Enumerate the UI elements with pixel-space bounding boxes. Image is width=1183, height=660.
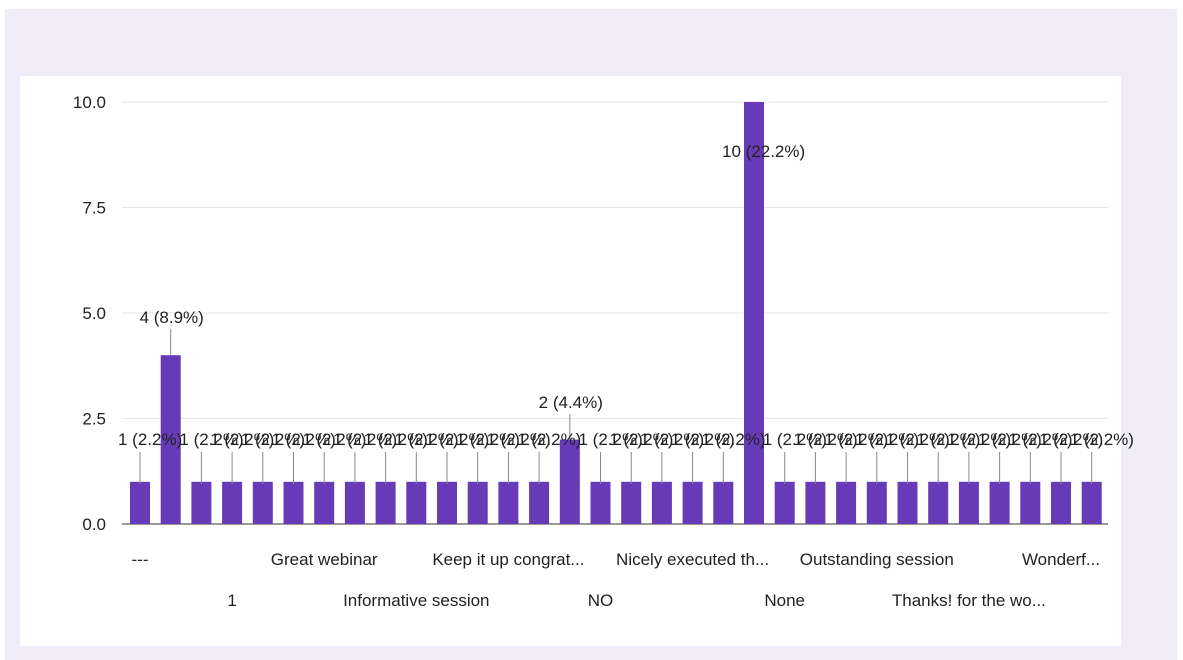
- y-tick-label: 5.0: [82, 304, 106, 323]
- bar: [314, 481, 335, 524]
- x-axis-label: Great webinar: [271, 550, 378, 569]
- x-axis-label: ---: [132, 550, 149, 569]
- data-label: 1 (2.2%): [302, 430, 366, 449]
- bar: [191, 481, 212, 524]
- bar: [498, 481, 519, 524]
- data-label: 1 (2.2%): [579, 430, 643, 449]
- x-axis-label: Wonderf...: [1022, 550, 1100, 569]
- bar: [866, 481, 887, 524]
- y-tick-label: 2.5: [82, 410, 106, 429]
- data-label: 1 (2.2%): [763, 430, 827, 449]
- bar: [529, 481, 550, 524]
- data-label: 10 (22.2%): [722, 142, 805, 161]
- data-label: 1 (2.2%): [609, 430, 673, 449]
- bar: [744, 102, 764, 524]
- x-axis-label: None: [764, 591, 805, 610]
- bar: [222, 481, 243, 524]
- bar: [375, 481, 396, 524]
- data-label: 2 (4.4%): [539, 393, 603, 412]
- data-label: 1 (2.2%): [179, 430, 243, 449]
- data-label: 1 (2.2%): [701, 430, 765, 449]
- x-axis-labels: --- 1 Great webinar Informative session Keep…: [132, 550, 1101, 610]
- y-tick-label: 10.0: [73, 93, 106, 112]
- data-label: 1 (2.2%): [916, 430, 980, 449]
- bar: [130, 481, 150, 524]
- bar: [344, 481, 365, 524]
- chart-card: [20, 76, 1121, 646]
- y-axis-ticks: 0.0 2.5 5.0 7.5 10.0: [73, 93, 106, 534]
- x-axis-label: Informative session: [343, 591, 489, 610]
- data-label: 1 (2.2%): [364, 430, 428, 449]
- bar: [897, 481, 918, 524]
- data-label: 1 (2.2%): [1039, 430, 1103, 449]
- bar: [713, 481, 734, 524]
- y-tick-label: 7.5: [82, 199, 106, 218]
- data-label: 1 (2.2%): [425, 430, 489, 449]
- bar: [989, 481, 1010, 524]
- bar: [1081, 481, 1102, 524]
- data-label: 1 (2.2%): [824, 430, 888, 449]
- grid-lines: [122, 101, 1108, 525]
- data-label: 1 (2.2%): [671, 430, 735, 449]
- data-label: 1 (2.2%): [978, 430, 1042, 449]
- x-axis-label: NO: [588, 591, 614, 610]
- data-label: 1 (2.2%): [886, 430, 950, 449]
- bar: [958, 481, 979, 524]
- bar: [651, 481, 672, 524]
- data-label: 1 (2.2%): [456, 430, 520, 449]
- bar: [774, 481, 795, 524]
- bar: [1020, 481, 1041, 524]
- bar: [621, 481, 642, 524]
- data-label: 1 (2.2%): [241, 430, 305, 449]
- label-leader-lines: [139, 329, 1093, 484]
- data-label: 1 (2.2%): [486, 430, 550, 449]
- data-label: 1 (2.2%): [947, 430, 1011, 449]
- data-label: 4 (8.9%): [140, 308, 204, 327]
- bar: [437, 481, 457, 524]
- data-label: 1 (2.2%): [272, 430, 336, 449]
- x-axis-label: 1: [227, 591, 236, 610]
- bar: [467, 481, 488, 524]
- data-label: 1 (2.2%): [517, 430, 581, 449]
- bar: [682, 481, 703, 524]
- bars: [130, 102, 1102, 524]
- data-label: 1 (2.2%): [1008, 430, 1072, 449]
- data-label: 1 (2.2%): [333, 430, 397, 449]
- bar: [836, 481, 857, 524]
- bar: [160, 355, 181, 524]
- data-label: 1 (2.2%): [1070, 430, 1134, 449]
- data-label: 1 (2.2%): [394, 430, 458, 449]
- x-axis-label: Thanks! for the wo...: [892, 591, 1046, 610]
- x-axis-label: Keep it up congrat...: [432, 550, 584, 569]
- bar: [406, 481, 427, 524]
- x-axis-label: Nicely executed th...: [616, 550, 769, 569]
- data-label: 1 (2.2%): [793, 430, 857, 449]
- bar: [1051, 481, 1071, 524]
- data-label: 1 (2.2%): [855, 430, 919, 449]
- bar: [559, 439, 580, 524]
- bar: [590, 481, 611, 524]
- data-labels: 1 (2.2%)4 (8.9%)1 (2.2%)1 (2.2%)1 (2.2%)…: [118, 142, 1134, 449]
- data-label: 1 (2.2%): [118, 430, 182, 449]
- data-label: 1 (2.2%): [210, 430, 274, 449]
- y-tick-label: 0.0: [82, 515, 106, 534]
- bar: [928, 481, 949, 524]
- data-label: 1 (2.2%): [640, 430, 704, 449]
- bar: [283, 481, 304, 524]
- bar: [805, 481, 826, 524]
- x-axis-label: Outstanding session: [800, 550, 954, 569]
- bar: [252, 481, 273, 524]
